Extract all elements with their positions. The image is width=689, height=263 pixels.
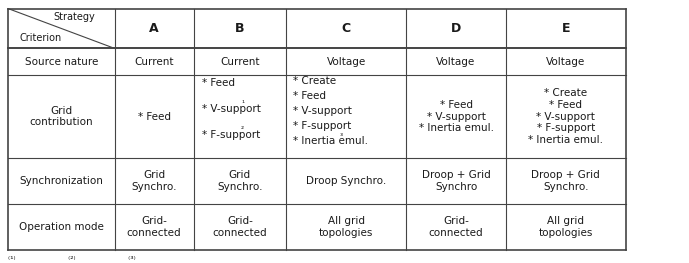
Text: B: B — [235, 22, 245, 35]
Text: Grid
contribution: Grid contribution — [30, 106, 93, 127]
Text: * V-support: * V-support — [293, 106, 352, 116]
Text: E: E — [562, 22, 570, 35]
Text: Droop + Grid
Synchro: Droop + Grid Synchro — [422, 170, 491, 192]
Text: * Feed: * Feed — [138, 112, 171, 122]
Text: C: C — [342, 22, 351, 35]
Text: Voltage: Voltage — [327, 57, 366, 67]
Text: * F-support: * F-support — [293, 121, 351, 131]
Text: Droop + Grid
Synchro.: Droop + Grid Synchro. — [531, 170, 600, 192]
Text: * Feed
* V-support
* Inertia emul.: * Feed * V-support * Inertia emul. — [418, 100, 493, 133]
Text: Criterion: Criterion — [19, 33, 61, 43]
Text: A: A — [150, 22, 159, 35]
Text: * Inertia emul.: * Inertia emul. — [293, 136, 368, 146]
Text: * V-support: * V-support — [202, 104, 260, 114]
Text: All grid
topologies: All grid topologies — [319, 216, 373, 237]
Text: Grid
Synchro.: Grid Synchro. — [217, 170, 263, 192]
Text: Grid-
connected: Grid- connected — [127, 216, 181, 237]
Text: * Create: * Create — [293, 76, 336, 86]
Text: * Feed: * Feed — [293, 91, 326, 101]
Text: Voltage: Voltage — [436, 57, 475, 67]
Text: * F-support: * F-support — [202, 130, 260, 140]
Text: Voltage: Voltage — [546, 57, 586, 67]
Text: * Feed: * Feed — [202, 78, 235, 88]
Text: Droop Synchro.: Droop Synchro. — [306, 176, 387, 186]
Text: All grid
topologies: All grid topologies — [539, 216, 593, 237]
Text: ³: ³ — [340, 132, 343, 141]
Text: D: D — [451, 22, 461, 35]
Text: ²: ² — [241, 125, 244, 134]
Text: Grid
Synchro.: Grid Synchro. — [132, 170, 177, 192]
Text: * Create
* Feed
* V-support
* F-support
* Inertia emul.: * Create * Feed * V-support * F-support … — [528, 88, 604, 145]
Text: Operation mode: Operation mode — [19, 222, 104, 232]
Text: Grid-
connected: Grid- connected — [429, 216, 483, 237]
Text: Current: Current — [220, 57, 260, 67]
Text: Source nature: Source nature — [25, 57, 98, 67]
Text: Synchronization: Synchronization — [19, 176, 103, 186]
Text: ¹: ¹ — [241, 99, 244, 108]
Text: Current: Current — [134, 57, 174, 67]
Text: Grid-
connected: Grid- connected — [212, 216, 267, 237]
Text: ⁽¹⁾                    ⁽²⁾                    ⁽³⁾: ⁽¹⁾ ⁽²⁾ ⁽³⁾ — [8, 255, 136, 263]
Text: Strategy: Strategy — [53, 12, 95, 22]
